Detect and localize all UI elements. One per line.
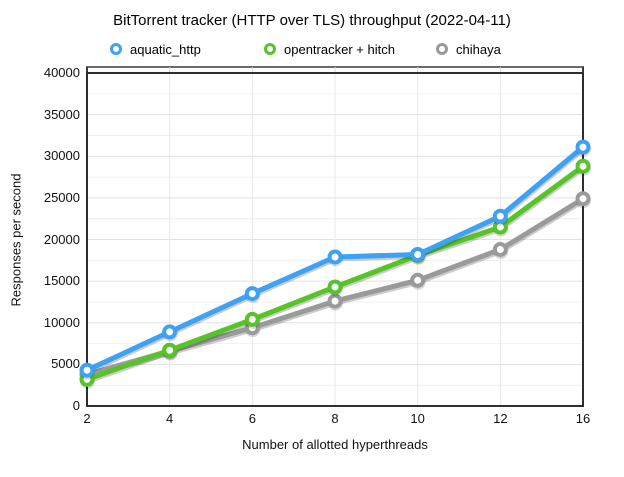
series-aquatic_http	[79, 139, 591, 380]
x-tick-label: 6	[248, 411, 256, 426]
legend-item: opentracker + hitch	[264, 40, 395, 58]
y-tick-label: 15000	[43, 273, 80, 289]
legend-item: chihaya	[436, 40, 501, 58]
y-tick-label: 30000	[43, 148, 80, 164]
y-tick-label: 35000	[43, 106, 80, 122]
data-point-marker	[575, 158, 591, 174]
y-axis-title: Responses per second	[8, 173, 24, 307]
x-tick-label: 4	[166, 411, 174, 426]
legend: aquatic_http opentracker + hitch chihaya	[0, 40, 624, 58]
data-point-marker	[327, 279, 343, 295]
data-point-marker	[327, 249, 343, 265]
x-tick-label: 2	[83, 411, 91, 426]
data-point-marker	[410, 272, 426, 288]
legend-label: opentracker + hitch	[284, 41, 395, 57]
data-point-marker	[410, 246, 426, 262]
legend-label: aquatic_http	[130, 41, 201, 57]
data-point-marker	[162, 342, 178, 358]
data-point-marker	[162, 324, 178, 340]
y-tick-label: 40000	[43, 65, 80, 80]
legend-label: chihaya	[456, 41, 501, 57]
legend-marker-icon	[436, 43, 448, 55]
y-tick-label: 5000	[51, 356, 80, 372]
x-tick-label: 16	[575, 411, 591, 426]
x-tick-label: 10	[410, 411, 425, 426]
data-point-marker	[244, 311, 260, 327]
x-axis-title: Number of allotted hyperthreads	[242, 437, 428, 452]
legend-marker-icon	[110, 43, 122, 55]
x-tick-label: 12	[493, 411, 508, 426]
series-opentracker-hitch	[79, 158, 591, 389]
data-point-marker	[492, 241, 508, 257]
x-tick-label: 8	[331, 411, 339, 426]
y-tick-label: 20000	[43, 231, 80, 247]
data-point-marker	[492, 208, 508, 224]
data-point-marker	[327, 293, 343, 309]
legend-marker-icon	[264, 43, 276, 55]
chart-title: BitTorrent tracker (HTTP over TLS) throu…	[113, 12, 511, 29]
y-tick-label: 25000	[43, 189, 80, 205]
data-point-marker	[575, 139, 591, 155]
y-tick-label: 0	[72, 398, 80, 413]
data-point-marker	[79, 362, 95, 378]
data-point-marker	[575, 191, 591, 207]
plot-frame	[86, 72, 584, 407]
legend-item: aquatic_http	[110, 40, 201, 58]
data-point-marker	[244, 286, 260, 302]
y-tick-label: 10000	[43, 314, 80, 330]
